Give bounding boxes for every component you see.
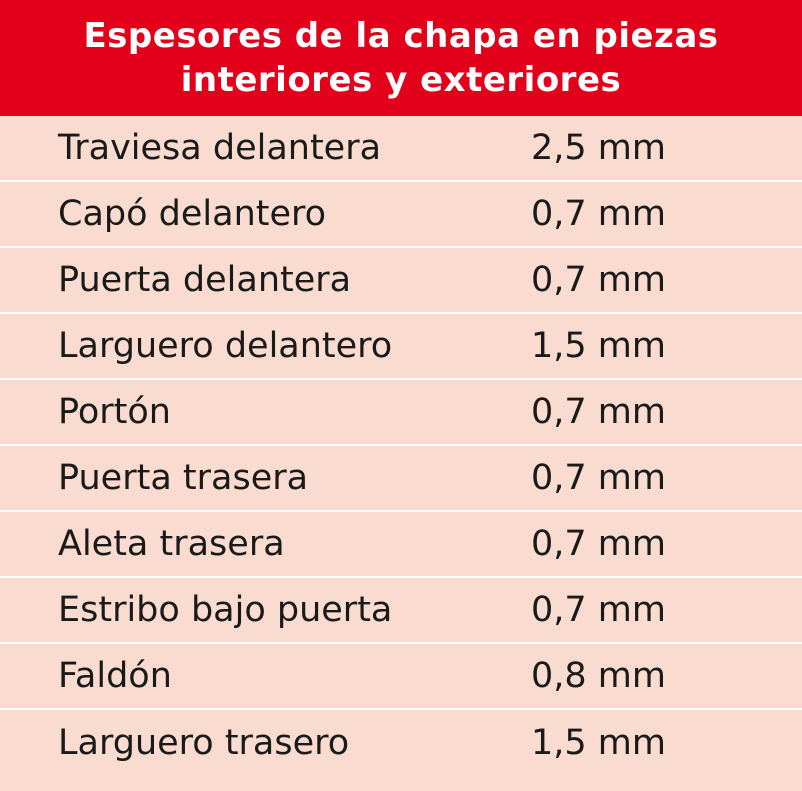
part-name: Puerta trasera: [58, 458, 309, 498]
table-header: Espesores de la chapa en piezas interior…: [0, 0, 802, 116]
table-row: Larguero trasero 1,5 mm: [0, 710, 802, 776]
table-row: Faldón 0,8 mm: [0, 644, 802, 710]
part-name: Portón: [58, 392, 171, 432]
table-row: Puerta trasera 0,7 mm: [0, 446, 802, 512]
table-row: Capó delantero 0,7 mm: [0, 182, 802, 248]
table-row: Aleta trasera 0,7 mm: [0, 512, 802, 578]
thickness-value: 0,7 mm: [531, 524, 666, 564]
thickness-value: 0,7 mm: [531, 458, 666, 498]
part-name: Estribo bajo puerta: [58, 590, 393, 630]
table-title-line-2: interiores y exteriores: [180, 60, 622, 100]
table-title-line-1: Espesores de la chapa en piezas: [83, 16, 719, 56]
part-name: Puerta delantera: [58, 260, 352, 300]
part-name: Traviesa delantera: [58, 128, 382, 168]
part-name: Aleta trasera: [58, 524, 285, 564]
part-name: Faldón: [58, 656, 172, 696]
table-row: Larguero delantero 1,5 mm: [0, 314, 802, 380]
thickness-value: 0,7 mm: [531, 392, 666, 432]
thickness-value: 0,7 mm: [531, 194, 666, 234]
part-name: Larguero delantero: [58, 326, 393, 366]
thickness-value: 1,5 mm: [531, 723, 666, 763]
thickness-value: 0,7 mm: [531, 590, 666, 630]
thickness-value: 2,5 mm: [531, 128, 666, 168]
table-body: Traviesa delantera 2,5 mm Capó delantero…: [0, 116, 802, 776]
part-name: Larguero trasero: [58, 723, 350, 763]
table-row: Portón 0,7 mm: [0, 380, 802, 446]
table-row: Traviesa delantera 2,5 mm: [0, 116, 802, 182]
thickness-value: 0,8 mm: [531, 656, 666, 696]
table-row: Estribo bajo puerta 0,7 mm: [0, 578, 802, 644]
thickness-value: 0,7 mm: [531, 260, 666, 300]
table-row: Puerta delantera 0,7 mm: [0, 248, 802, 314]
thickness-value: 1,5 mm: [531, 326, 666, 366]
part-name: Capó delantero: [58, 194, 327, 234]
